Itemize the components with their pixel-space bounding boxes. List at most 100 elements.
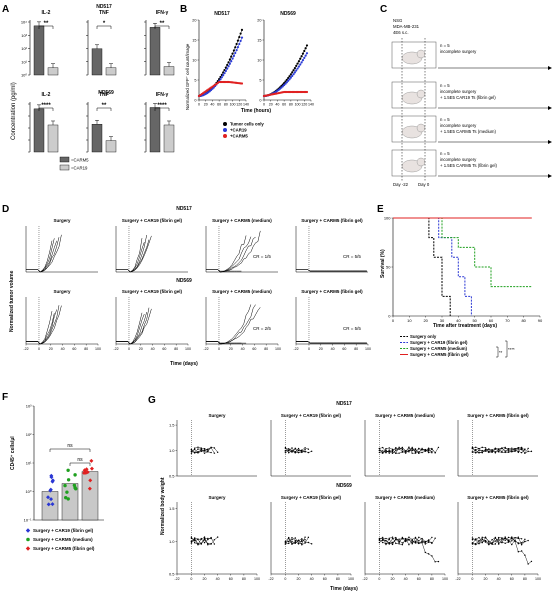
tick-label: 100 (384, 216, 391, 221)
tick-label: 15 (192, 39, 196, 43)
col-title: Surgery + CARM5 (fibrin gel) (301, 218, 363, 223)
panel-d-ylabel: Normalized tumor volume (9, 270, 15, 332)
tick-label: 40 (61, 347, 65, 351)
data-point (73, 473, 77, 477)
data-point (65, 490, 69, 494)
group-n: n = 5 (440, 151, 450, 156)
tick-label: 60 (323, 577, 327, 581)
bar (91, 48, 103, 76)
arrowhead-icon (548, 106, 552, 110)
weight-curve (379, 447, 429, 454)
tick-label: 60 (417, 577, 421, 581)
tick-label: 100 (230, 103, 236, 107)
tick-label: 5 (194, 79, 196, 83)
weight-point (520, 538, 523, 540)
tick-label: -22 (293, 347, 298, 351)
panel-e-sig-inner: ** (499, 350, 503, 355)
panel-g-xlabel: Time (days) (330, 586, 358, 592)
series-point (240, 36, 244, 39)
tick-label: -22 (113, 347, 118, 351)
data-point (46, 502, 51, 507)
col-title: Surgery (208, 495, 226, 500)
legend-marker-car19 (223, 128, 227, 132)
weight-point (207, 449, 209, 451)
tick-label: 100 (185, 347, 191, 351)
tick-label: 10 (192, 59, 196, 63)
series-line (198, 81, 243, 97)
data-point (49, 473, 54, 478)
panel-b: B ND517 ND569 Normalized GFP⁺ cell count… (180, 4, 314, 139)
sig-bracket (154, 25, 170, 29)
cr-label: CR = 1/5 (253, 254, 271, 259)
panel-a-plots: 10⁴10³10²10¹10⁰**IL-2*ND517TNF**IFN-γ***… (21, 4, 175, 153)
legend-label: Surgery + CARM5 (fibrin gel) (33, 546, 95, 551)
legend-label: Surgery + CARM5 (fibrin gel) (410, 352, 469, 357)
panel-e-plot: 0 10 20 30 40 50 60 70 80 90 0 50 100 (384, 216, 543, 324)
weight-point (304, 539, 306, 541)
tick-label: 1.5 (169, 423, 175, 428)
tick-label: 20 (257, 19, 261, 23)
panel-e-letter: E (377, 204, 384, 215)
tick-label: 10⁴ (21, 20, 27, 25)
col-title: Surgery + CARM5 (medium) (375, 495, 435, 500)
sig-bracket (38, 25, 54, 29)
weight-curve (472, 537, 522, 545)
data-point (50, 478, 55, 483)
tick-label: 20 (204, 103, 208, 107)
panel-e-sig-outer: **** (508, 347, 515, 352)
tick-label: 0 (308, 347, 310, 351)
col-title: Surgery + CAR19 (fibrin gel) (122, 218, 183, 223)
panel-g-ylabel: Normalized body weight (160, 477, 166, 535)
legend-marker-tumor (223, 122, 227, 126)
panel-e: E Survival (%) Time after treatment (day… (377, 204, 543, 358)
arrowhead-icon (548, 140, 552, 144)
tick-label: 60 (217, 103, 221, 107)
tumor-curve (26, 305, 60, 345)
bar (163, 124, 175, 153)
panel-d: D ND517 ND569 Normalized tumor volume Ti… (2, 204, 371, 367)
tumor-curve (116, 308, 152, 345)
tick-label: 20 (423, 318, 428, 323)
tick-label: -22 (23, 347, 28, 351)
bar (105, 67, 117, 76)
tick-label: 10² (26, 432, 32, 437)
subplot-title: IL-2 (42, 10, 51, 16)
panel-f-legend: Surgery + CAR19 (fibrin gel) Surgery + CA… (25, 528, 95, 551)
weight-point (530, 450, 533, 453)
mouse-head-icon (416, 49, 426, 59)
tick-label: 100 (348, 577, 354, 581)
sig-bracket (49, 448, 91, 452)
series-line (198, 29, 243, 97)
data-point (46, 495, 51, 500)
data-point (89, 458, 94, 463)
panel-d-line1: ND517 (176, 206, 192, 212)
panel-g-line1: ND517 (336, 401, 352, 407)
subplot-title: ND517 (96, 4, 112, 10)
subplot-title: IFN-γ (156, 10, 169, 16)
panel-e-xlabel: Time after treatment (days) (433, 323, 497, 329)
group-n: n = 5 (440, 43, 450, 48)
tick-label: 20 (297, 577, 301, 581)
data-point (85, 470, 90, 475)
sig-label: ** (160, 21, 165, 27)
tick-label: 100 (295, 103, 301, 107)
legend-swatch-carm5 (59, 156, 70, 163)
tick-label: 80 (430, 577, 434, 581)
series-line (198, 37, 243, 97)
tick-label: 0.5 (169, 572, 175, 577)
tick-label: 0 (392, 318, 395, 323)
sig-label: ns (77, 457, 83, 463)
legend-carm5-b: +CARM5 (230, 134, 248, 139)
tick-label: 0 (259, 99, 261, 103)
tick-label: 80 (84, 347, 88, 351)
sig-label: * (103, 21, 106, 27)
panel-e-ylabel: Survival (%) (380, 249, 386, 278)
legend-carm5: =CARM5 (71, 158, 89, 163)
sig-bracket-inner (496, 346, 499, 358)
tick-label: 140 (308, 103, 314, 107)
data-point (89, 466, 94, 471)
sig-bracket (69, 462, 91, 466)
tick-label: 40 (210, 103, 214, 107)
